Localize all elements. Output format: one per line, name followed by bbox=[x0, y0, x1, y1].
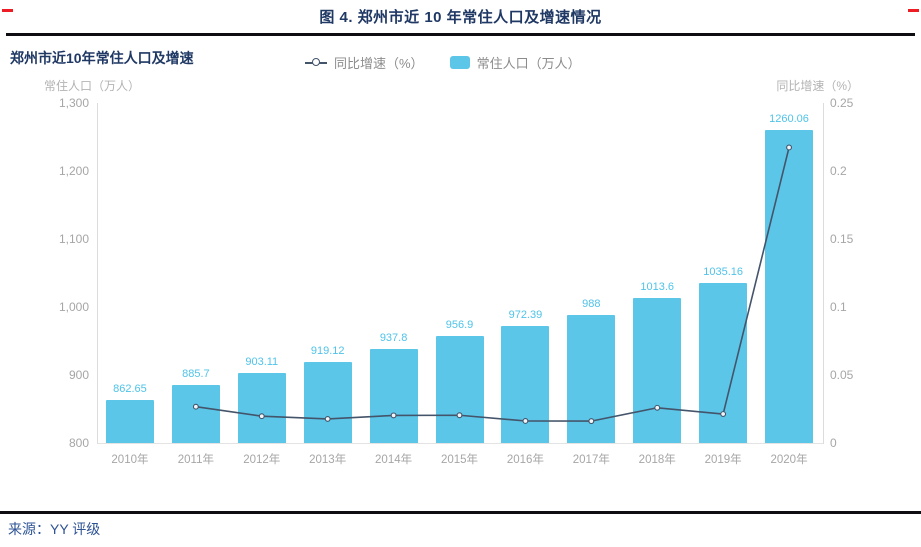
bar-value-label: 1035.16 bbox=[703, 266, 743, 279]
right-axis-tick: 0.25 bbox=[830, 96, 854, 110]
x-axis-label: 2016年 bbox=[506, 454, 544, 466]
bar-2015年 bbox=[435, 336, 484, 443]
x-axis-label: 2013年 bbox=[309, 454, 347, 466]
right-axis-tick: 0.2 bbox=[830, 164, 847, 178]
x-axis-label: 2018年 bbox=[638, 454, 676, 466]
line-point-marker-icon bbox=[258, 413, 265, 420]
legend-item-population: 常住人口（万人） bbox=[449, 53, 581, 72]
line-point-marker-icon bbox=[654, 404, 661, 411]
red-mark-left bbox=[2, 9, 13, 12]
legend-item-growth: 同比增速（%） bbox=[305, 53, 424, 72]
bar-2010年 bbox=[105, 400, 154, 443]
chart-title: 郑州市近10年常住人口及增速 bbox=[10, 50, 194, 66]
left-axis-tick: 900 bbox=[68, 368, 89, 382]
bar-value-label: 956.9 bbox=[445, 319, 474, 332]
x-axis-label: 2012年 bbox=[243, 454, 281, 466]
x-axis-label: 2010年 bbox=[111, 454, 149, 466]
bar-value-label: 988 bbox=[582, 298, 601, 311]
bar-value-label: 1260.06 bbox=[769, 113, 809, 126]
bar-2012年 bbox=[237, 372, 286, 443]
right-axis-title: 同比增速（%） bbox=[776, 79, 859, 93]
line-point-marker-icon bbox=[324, 415, 331, 422]
right-axis-tick: 0 bbox=[830, 436, 837, 450]
x-axis-label: 2015年 bbox=[440, 454, 479, 466]
right-axis-tick: 0.15 bbox=[830, 232, 854, 246]
red-mark-right bbox=[908, 9, 919, 12]
left-axis-tick: 1,200 bbox=[58, 164, 89, 178]
circle-marker-icon bbox=[312, 58, 320, 66]
chart-canvas: 郑州市近10年常住人口及增速 同比增速（%） 常住人口（万人） 常住人口（万人）… bbox=[10, 50, 859, 466]
line-series-marker-icon bbox=[305, 58, 327, 66]
chart-legend: 同比增速（%） 常住人口（万人） bbox=[305, 53, 581, 72]
line-point-marker-icon bbox=[786, 144, 792, 151]
right-axis-tick: 0.1 bbox=[830, 300, 847, 314]
bar-value-label: 903.11 bbox=[245, 355, 279, 368]
line-point-marker-icon bbox=[720, 411, 727, 417]
x-axis-label: 2019年 bbox=[704, 454, 742, 466]
figure-title: 图 4. 郑州市近 10 年常住人口及增速情况 bbox=[319, 9, 602, 26]
legend-population-label: 常住人口（万人） bbox=[476, 56, 581, 71]
x-axis-label: 2020年 bbox=[770, 454, 808, 466]
left-axis-tick: 800 bbox=[68, 436, 89, 450]
left-axis-tick: 1,100 bbox=[58, 232, 89, 246]
left-axis-tick: 1,000 bbox=[58, 300, 89, 314]
left-axis-title: 常住人口（万人） bbox=[44, 79, 141, 93]
plot-area bbox=[97, 103, 824, 444]
x-axis-label: 2014年 bbox=[375, 454, 413, 466]
line-point-marker-icon bbox=[192, 403, 199, 410]
line-point-marker-icon bbox=[390, 412, 397, 419]
bar-value-label: 937.8 bbox=[379, 332, 408, 345]
bottom-divider-rule bbox=[0, 511, 921, 514]
growth-line-series bbox=[192, 144, 792, 425]
right-axis-tick: 0.05 bbox=[830, 368, 854, 382]
bar-2013年 bbox=[303, 361, 352, 443]
bar-series-swatch-icon bbox=[449, 56, 470, 69]
bar-value-label: 919.12 bbox=[310, 344, 345, 357]
line-point-marker-icon bbox=[456, 412, 463, 419]
bar-value-label: 1013.6 bbox=[640, 280, 675, 293]
line-point-marker-icon bbox=[522, 418, 529, 424]
bar-value-label: 972.39 bbox=[508, 308, 543, 321]
bar-2020年 bbox=[765, 130, 814, 443]
bar-2014年 bbox=[369, 349, 418, 443]
line-point-marker-icon bbox=[588, 418, 595, 425]
bar-2018年 bbox=[633, 297, 682, 443]
bar-value-label: 885.7 bbox=[182, 367, 210, 380]
top-divider-rule bbox=[6, 33, 915, 36]
source-note: 来源：YY 评级 bbox=[8, 521, 101, 537]
bar-2011年 bbox=[171, 384, 220, 443]
bar-value-label: 862.65 bbox=[113, 383, 147, 396]
x-axis-label: 2017年 bbox=[572, 454, 610, 466]
left-axis-tick: 1,300 bbox=[58, 96, 89, 110]
x-axis-label: 2011年 bbox=[177, 454, 214, 466]
legend-growth-label: 同比增速（%） bbox=[334, 56, 424, 71]
